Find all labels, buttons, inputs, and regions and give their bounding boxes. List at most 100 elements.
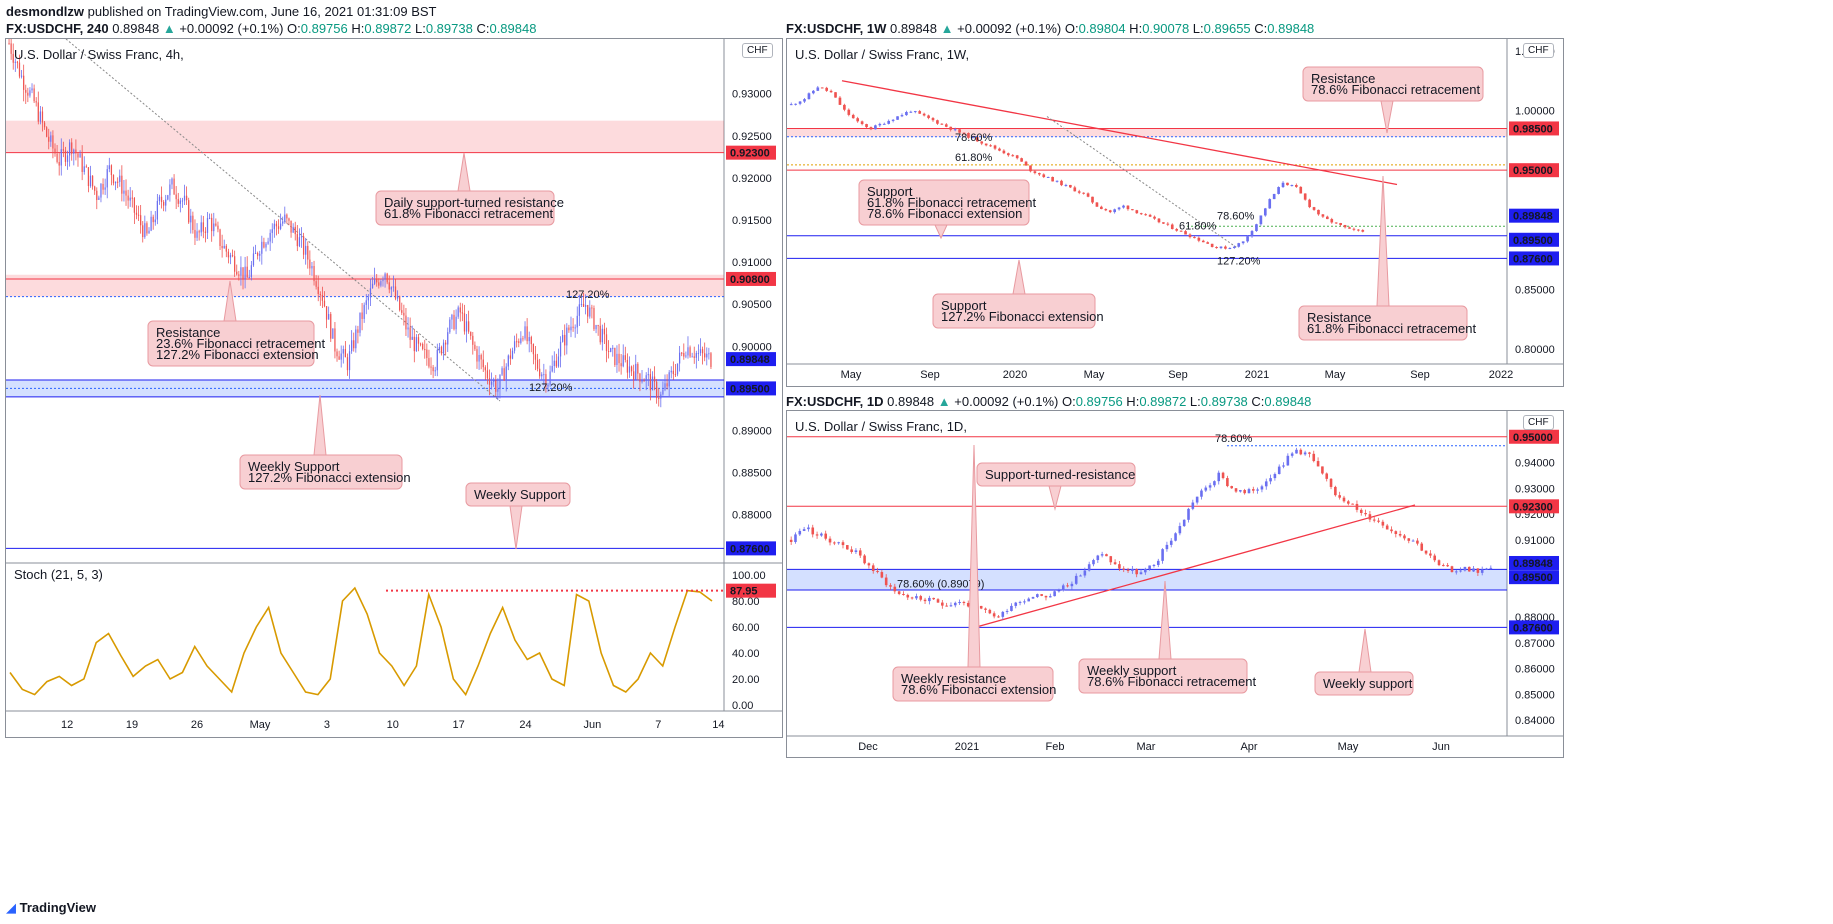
- candle-body: [1282, 465, 1285, 467]
- candle-body: [248, 276, 250, 278]
- x-tick-label: 2021: [955, 741, 979, 753]
- candle-body: [1046, 176, 1050, 178]
- candle-body: [334, 328, 336, 352]
- candle-body: [284, 214, 286, 222]
- candle-body: [614, 347, 616, 366]
- candle-body: [194, 229, 196, 238]
- currency-badge-1w[interactable]: CHF: [1523, 43, 1554, 58]
- candle-body: [273, 223, 275, 230]
- candle-body: [1381, 521, 1385, 526]
- candle-body: [317, 286, 319, 295]
- chart-panel-1w[interactable]: 78.60%61.80%61.80%78.60%127.20%1.050001.…: [786, 38, 1564, 387]
- candle-body: [380, 281, 382, 286]
- candle-body: [129, 197, 131, 201]
- candle-body: [302, 236, 305, 255]
- candle-body: [1144, 569, 1147, 573]
- candle-body: [878, 123, 882, 126]
- candle-body: [1011, 155, 1015, 157]
- candle-body: [1251, 489, 1255, 491]
- candle-body: [340, 353, 342, 360]
- candle-body: [635, 363, 637, 380]
- resistance-zone-lower: [6, 274, 724, 297]
- x-tick-label: Dec: [858, 741, 878, 753]
- candle-body: [1246, 236, 1249, 242]
- candle-body: [984, 143, 988, 146]
- candle-body: [146, 223, 148, 234]
- chart-1w-svg[interactable]: 78.60%61.80%61.80%78.60%127.20%1.050001.…: [787, 39, 1563, 386]
- candle-body: [305, 245, 307, 255]
- callout-box: [1078, 658, 1248, 694]
- candle-body: [1355, 503, 1359, 510]
- candle-body: [1156, 560, 1160, 565]
- candle-body: [43, 122, 46, 128]
- candles-1w: [789, 85, 1365, 250]
- candle-body: [574, 327, 576, 329]
- x-tick-label: 2021: [1245, 369, 1269, 381]
- currency-badge-4h[interactable]: CHF: [742, 43, 773, 58]
- candle-body: [1368, 514, 1372, 520]
- candle-body: [346, 357, 349, 371]
- candle-body: [1321, 214, 1325, 217]
- candle-body: [23, 75, 25, 90]
- candle-body: [388, 282, 390, 290]
- candle-body: [267, 241, 269, 244]
- candle-body: [277, 226, 280, 229]
- y-tick-label: 0.93000: [732, 89, 772, 101]
- candle-body: [578, 304, 580, 316]
- candle-body: [465, 321, 468, 332]
- candle-body: [1092, 560, 1095, 565]
- candle-body: [223, 245, 225, 249]
- fib-label: 78.60% (0.89079): [897, 578, 984, 590]
- candle-body: [820, 87, 824, 89]
- candle-body: [936, 599, 940, 603]
- price-tag: 0.95000: [1509, 163, 1559, 178]
- callout-text: 127.2% Fibonacci extension: [941, 309, 1104, 324]
- candle-body: [829, 90, 833, 93]
- candle-body: [789, 104, 793, 106]
- candle-body: [622, 355, 624, 367]
- tradingview-logo[interactable]: ◢ TradingView: [6, 900, 96, 915]
- candle-body: [112, 175, 115, 184]
- candle-body: [238, 274, 240, 276]
- resistance-zone-upper: [6, 120, 724, 153]
- chart-panel-4h[interactable]: 127.20% 127.20% 0.93000 0.92500 0.92000 0.915…: [5, 38, 783, 738]
- candle-body: [1126, 205, 1130, 210]
- fib-label: 127.20%: [529, 382, 573, 394]
- candle-body: [486, 370, 489, 379]
- candle-body: [651, 376, 654, 391]
- candle-body: [528, 337, 530, 342]
- candle-body: [1139, 572, 1143, 575]
- price-tag-text: 0.89500: [1513, 235, 1553, 247]
- candle-body: [298, 237, 301, 247]
- callout-text: 23.6% Fibonacci retracement: [156, 336, 325, 351]
- candle-body: [1044, 595, 1048, 598]
- candle-body: [1213, 481, 1216, 486]
- candle-body: [1131, 209, 1134, 211]
- candle-body: [363, 304, 365, 319]
- chart-panel-1d[interactable]: 78.60% 78.60% (0.89079) 0.94000 0.93000 0.92…: [786, 410, 1564, 758]
- candle-body: [1467, 566, 1471, 572]
- candle-body: [701, 349, 704, 354]
- candle-body: [522, 338, 524, 340]
- price-tag-text: 0.89848: [1513, 558, 1553, 570]
- candle-body: [325, 306, 328, 320]
- candle-body: [825, 87, 828, 91]
- currency-badge-1d[interactable]: CHF: [1523, 415, 1554, 430]
- candle-body: [190, 215, 192, 223]
- candle-body: [484, 367, 486, 371]
- candle-body: [453, 314, 455, 330]
- candle-body: [440, 346, 443, 354]
- candle-body: [966, 602, 970, 607]
- chart-4h-svg[interactable]: 127.20% 127.20% 0.93000 0.92500 0.92000 0.915…: [6, 39, 782, 737]
- candle-body: [179, 200, 181, 204]
- x-tick-label: May: [1325, 369, 1346, 381]
- candle-body: [584, 304, 587, 307]
- chart-1d-svg[interactable]: 78.60% 78.60% (0.89079) 0.94000 0.93000 0.92…: [787, 411, 1563, 757]
- candle-body: [1308, 452, 1311, 454]
- x-tick-label: 2020: [1003, 369, 1027, 381]
- price-tag: 0.87600: [1509, 251, 1559, 266]
- candle-body: [392, 286, 395, 288]
- chart-title-1d: U.S. Dollar / Swiss Franc, 1D,: [795, 419, 967, 434]
- author-name[interactable]: desmondlzw: [6, 4, 85, 19]
